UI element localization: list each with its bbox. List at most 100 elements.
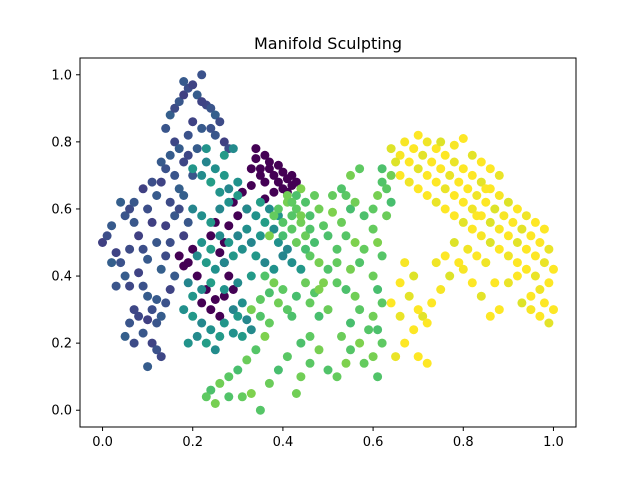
scatter-point	[409, 144, 419, 154]
scatter-point	[129, 338, 139, 348]
scatter-point	[170, 170, 180, 180]
scatter-point	[134, 311, 144, 321]
scatter-point	[188, 244, 198, 254]
scatter-point	[350, 238, 360, 247]
scatter-point	[170, 103, 180, 113]
scatter-point	[152, 295, 162, 304]
y-axis: 0.0 0.2 0.4 0.6 0.8 1.0	[51, 68, 80, 419]
scatter-point	[188, 204, 198, 214]
scatter-point	[508, 217, 518, 227]
scatter-point	[183, 130, 193, 140]
scatter-point	[125, 204, 135, 214]
scatter-point	[192, 144, 202, 154]
scatter-point	[179, 191, 189, 200]
scatter-point	[183, 278, 193, 288]
scatter-point	[201, 338, 211, 348]
scatter-point	[120, 271, 130, 281]
scatter-point	[355, 338, 365, 348]
scatter-point	[282, 305, 292, 315]
scatter-point	[481, 184, 491, 194]
scatter-point	[210, 345, 220, 355]
scatter-point	[287, 170, 297, 180]
scatter-point	[377, 338, 387, 348]
scatter-point	[228, 251, 238, 261]
scatter-point	[237, 298, 247, 308]
scatter-point	[206, 123, 216, 133]
scatter-point	[535, 238, 545, 247]
scatter-point	[368, 224, 378, 234]
scatter-point	[251, 154, 261, 164]
scatter-point	[481, 197, 491, 207]
scatter-point	[517, 298, 527, 308]
scatter-point	[291, 291, 301, 301]
scatter-point	[273, 160, 283, 170]
scatter-point	[337, 331, 346, 341]
scatter-point	[476, 231, 486, 241]
scatter-point	[210, 264, 220, 274]
scatter-point	[192, 271, 202, 281]
scatter-point	[530, 271, 540, 281]
scatter-point	[512, 258, 522, 268]
scatter-point	[255, 311, 265, 321]
scatter-point	[413, 164, 423, 174]
scatter-point	[355, 258, 365, 268]
scatter-point	[237, 331, 247, 341]
scatter-point	[215, 248, 225, 258]
scatter-point	[152, 238, 162, 247]
scatter-point	[129, 305, 139, 315]
scatter-point	[521, 211, 531, 221]
scatter-point	[197, 70, 207, 80]
scatter-point	[314, 204, 324, 214]
scatter-point	[219, 258, 229, 268]
scatter-point	[152, 191, 162, 200]
plot-area	[79, 57, 577, 428]
scatter-point	[246, 325, 256, 335]
scatter-point	[174, 144, 184, 154]
scatter-point	[255, 170, 265, 180]
scatter-point	[161, 164, 171, 174]
scatter-point	[165, 197, 175, 207]
scatter-point	[400, 338, 410, 348]
scatter-point	[314, 258, 324, 268]
scatter-point	[165, 110, 175, 120]
scatter-point	[197, 298, 207, 308]
scatter-point	[296, 372, 306, 382]
scatter-point	[404, 157, 414, 167]
scatter-point	[156, 157, 166, 167]
scatter-point	[454, 177, 464, 187]
scatter-point	[215, 187, 225, 197]
scatter-point	[246, 271, 256, 281]
scatter-point	[449, 238, 459, 247]
scatter-point	[201, 258, 211, 268]
scatter-point	[386, 170, 396, 180]
scatter-point	[192, 331, 202, 341]
scatter-point	[341, 285, 351, 294]
scatter-point	[111, 281, 121, 291]
scatter-point	[467, 150, 477, 160]
scatter-point	[224, 184, 234, 194]
scatter-point	[494, 170, 504, 180]
scatter-point	[242, 224, 252, 234]
scatter-point	[364, 325, 374, 335]
scatter-point	[449, 191, 459, 200]
scatter-point	[526, 231, 536, 241]
scatter-point	[467, 170, 477, 180]
scatter-point	[197, 238, 207, 247]
scatter-point	[188, 164, 198, 174]
scatter-point	[305, 251, 315, 261]
scatter-point	[296, 338, 306, 348]
scatter-point	[264, 164, 274, 174]
x-tick-label: 0.2	[182, 435, 203, 450]
scatter-point	[242, 355, 252, 365]
scatter-point	[246, 305, 256, 315]
scatter-point	[503, 251, 513, 261]
scatter-point	[219, 137, 229, 147]
scatter-point	[224, 372, 234, 382]
scatter-point	[278, 167, 288, 177]
scatter-point	[328, 191, 337, 200]
scatter-point	[503, 231, 513, 241]
scatter-point	[490, 204, 500, 214]
scatter-point	[116, 258, 126, 268]
scatter-point	[210, 130, 220, 140]
scatter-point	[305, 358, 315, 368]
